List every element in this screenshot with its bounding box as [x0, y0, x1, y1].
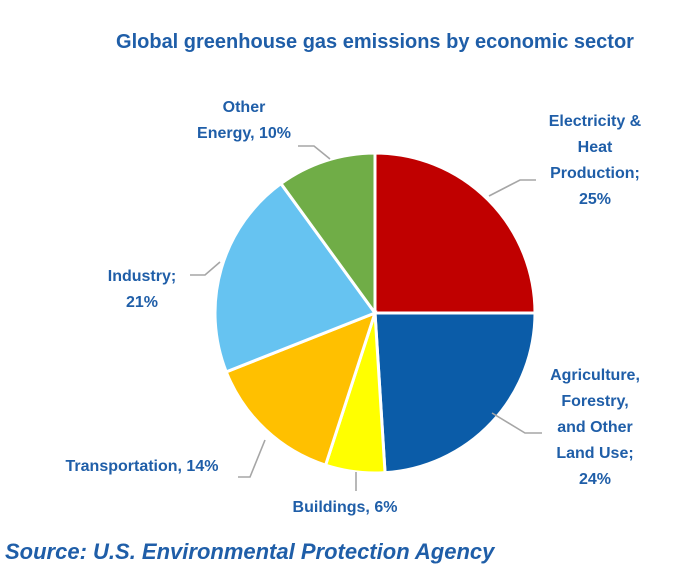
- leader-line-industry: [190, 261, 221, 276]
- pie-slices: [213, 151, 537, 475]
- leader-line-other-energy: [298, 145, 331, 160]
- source-note: Source: U.S. Environmental Protection Ag…: [5, 539, 496, 564]
- label-transportation: Transportation, 14%: [66, 458, 219, 475]
- slice-electricity-heat-production: [373, 151, 537, 315]
- label-industry: Industry; 21%: [108, 268, 176, 311]
- slice-other-energy: [278, 151, 377, 318]
- chart-title: Global greenhouse gas emissions by econo…: [116, 31, 634, 53]
- slice-labels: Electricity & Heat Production; 25% Agricultu…: [66, 99, 642, 516]
- leader-line-transportation: [238, 439, 266, 478]
- label-agriculture-forestry-and-other-land-use: Agriculture, Forestry, and Other Land Use; 2…: [550, 367, 640, 488]
- label-buildings: Buildings, 6%: [293, 499, 398, 516]
- leader-lines: [190, 145, 542, 491]
- label-other-energy: Other Energy, 10%: [197, 99, 291, 142]
- slice-transportation: [224, 310, 378, 468]
- slice-industry: [213, 181, 378, 374]
- leader-line-electricity-heat-production: [488, 179, 536, 197]
- slice-agriculture-forestry-and-other-land-use: [373, 311, 537, 475]
- leader-line-agriculture-forestry-and-other-land-use: [491, 412, 542, 434]
- label-electricity-heat-production: Electricity & Heat Production; 25%: [549, 113, 642, 208]
